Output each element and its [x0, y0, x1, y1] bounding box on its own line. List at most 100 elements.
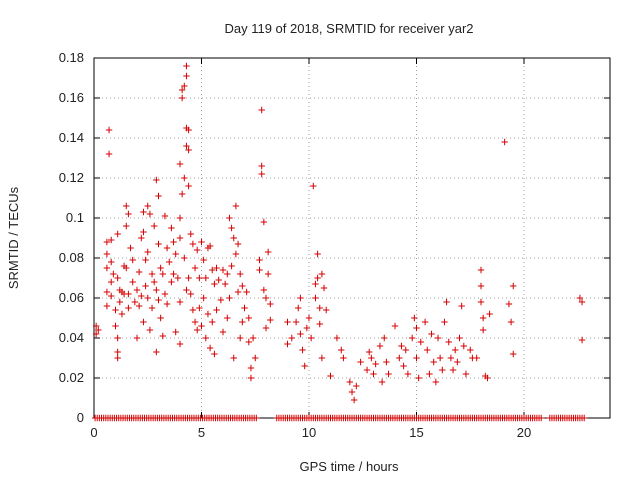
data-point — [383, 358, 390, 366]
data-point — [163, 300, 171, 308]
data-point — [396, 354, 403, 362]
data-point — [140, 208, 147, 216]
y-tick-label: 0.16 — [59, 90, 84, 105]
data-point — [133, 334, 141, 342]
data-point — [376, 342, 384, 350]
data-point — [123, 222, 130, 230]
data-point — [428, 330, 435, 338]
data-point — [436, 354, 444, 362]
data-point — [204, 310, 212, 318]
data-point — [185, 126, 192, 134]
y-tick-label: 0.04 — [59, 330, 84, 345]
x-tick-label: 5 — [198, 425, 205, 440]
data-point — [176, 160, 184, 168]
data-point — [161, 290, 169, 298]
data-point — [477, 282, 485, 290]
data-point — [441, 318, 448, 326]
data-point — [267, 300, 274, 308]
data-point — [198, 238, 205, 246]
data-point — [230, 354, 237, 362]
data-point — [256, 266, 263, 274]
y-tick-label: 0.12 — [59, 170, 84, 185]
data-point — [176, 214, 184, 222]
plot-frame — [93, 57, 611, 419]
data-point — [189, 240, 197, 248]
data-point — [206, 344, 214, 352]
data-point — [176, 234, 184, 242]
data-point — [338, 346, 345, 354]
y-tick-label: 0.08 — [59, 250, 84, 265]
chart-title: Day 119 of 2018, SRMTID for receiver yar… — [224, 21, 473, 36]
data-point — [95, 326, 102, 334]
data-point — [125, 304, 132, 312]
data-point — [576, 294, 584, 302]
data-point — [148, 270, 156, 278]
data-point — [260, 218, 268, 226]
data-point — [114, 274, 121, 282]
data-point — [114, 230, 121, 238]
data-point — [391, 322, 399, 330]
data-point — [213, 264, 220, 272]
zero-point — [538, 414, 545, 422]
data-point — [507, 318, 515, 326]
data-point — [333, 334, 341, 342]
data-point — [172, 250, 179, 258]
zero-point — [581, 414, 588, 422]
data-point — [183, 72, 190, 80]
data-point — [314, 250, 321, 258]
data-point — [310, 182, 317, 190]
data-point — [181, 174, 188, 182]
data-point — [284, 318, 291, 326]
data-point — [166, 258, 173, 266]
data-point — [135, 302, 143, 310]
data-point — [183, 286, 190, 294]
data-point — [297, 294, 304, 302]
data-point — [486, 310, 493, 318]
data-point — [176, 340, 184, 348]
y-tick-label: 0.18 — [59, 50, 84, 65]
data-point — [108, 278, 115, 286]
data-point — [183, 142, 190, 150]
tick-labels: 0 5 10 15 20 0 0.02 0.04 0.06 0.08 0.1 0.12 0.14 0.16… — [59, 50, 532, 440]
data-point — [262, 324, 270, 332]
data-point — [264, 270, 272, 278]
data-point — [256, 256, 263, 264]
data-point — [105, 126, 113, 134]
data-point — [348, 388, 356, 396]
data-point — [215, 276, 222, 284]
data-point — [168, 224, 175, 232]
data-point — [258, 162, 265, 170]
data-point — [155, 296, 162, 304]
data-point — [116, 298, 123, 306]
data-point — [432, 378, 440, 386]
data-point — [264, 248, 272, 256]
data-point — [155, 240, 162, 248]
data-point — [198, 322, 205, 330]
data-point — [146, 210, 154, 218]
data-point — [196, 304, 203, 312]
data-point — [142, 256, 149, 264]
data-point — [299, 346, 306, 354]
data-point — [232, 250, 240, 258]
data-point — [578, 298, 586, 306]
data-point — [103, 264, 111, 272]
data-point — [224, 314, 231, 322]
data-point — [183, 62, 190, 70]
data-point — [187, 290, 194, 298]
data-point — [372, 360, 379, 368]
data-point — [185, 182, 192, 190]
data-point — [123, 264, 130, 272]
data-point — [245, 338, 252, 346]
data-point — [112, 306, 119, 314]
data-point — [316, 304, 323, 312]
data-point — [292, 318, 300, 326]
data-point — [477, 266, 485, 274]
data-point — [159, 270, 166, 278]
data-point — [484, 374, 491, 382]
data-point — [125, 210, 132, 218]
data-point — [202, 274, 209, 282]
data-point — [370, 370, 377, 378]
data-point — [312, 280, 319, 288]
data-point — [153, 348, 160, 356]
data-point — [305, 314, 313, 322]
